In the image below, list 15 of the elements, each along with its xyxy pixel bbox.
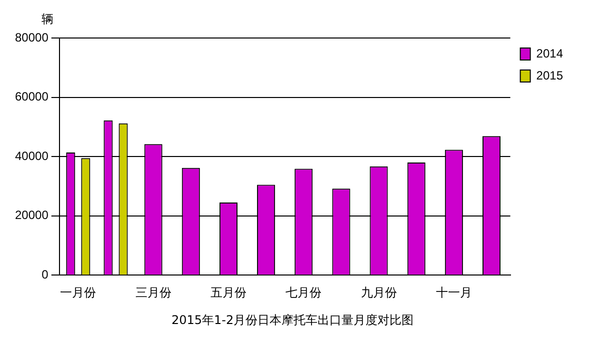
x-tick-label: 五月份 xyxy=(210,286,246,300)
y-tick-label: 60000 xyxy=(14,90,49,104)
x-tick-label: 一月份 xyxy=(60,286,96,300)
legend-label: 2014 xyxy=(536,46,564,60)
x-tick-label: 九月份 xyxy=(360,286,397,300)
x-tick-label: 十一月 xyxy=(436,286,472,300)
y-axis-title: 辆 xyxy=(41,12,54,26)
y-tick-label: 20000 xyxy=(14,208,49,222)
x-tick-label: 七月份 xyxy=(286,286,322,300)
x-tick-label: 三月份 xyxy=(135,286,172,300)
y-tick-label: 0 xyxy=(42,268,49,282)
text: 2015年1-2月份日本摩托车出口量月度对比图 xyxy=(171,312,414,327)
legend-label: 2015 xyxy=(536,68,564,82)
y-tick-label: 80000 xyxy=(14,30,49,44)
y-tick-label: 40000 xyxy=(14,148,49,163)
